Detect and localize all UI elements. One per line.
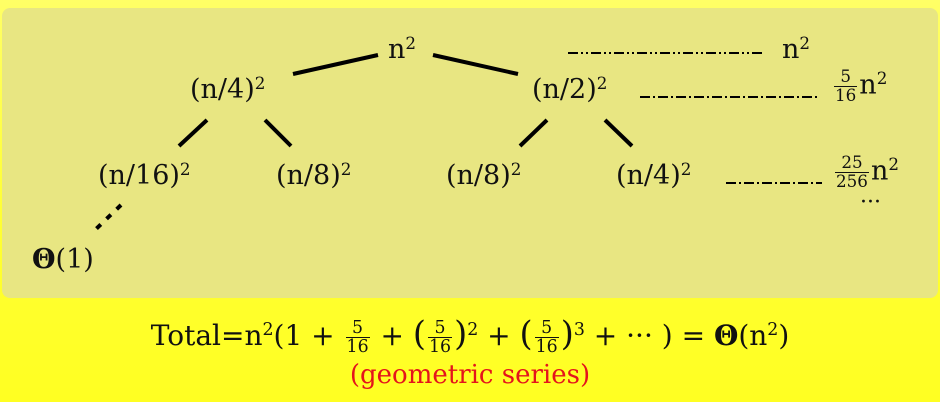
total-fraction-2: 5 16 (428, 317, 453, 357)
node-level2-c: (n/8)2 (446, 158, 522, 191)
total-fraction-1: 5 16 (345, 317, 370, 357)
level-sum-1-fraction: 5 16 (834, 66, 858, 105)
node-level2-a: (n/16)2 (98, 158, 191, 191)
level-sum-0: n2 (782, 32, 811, 65)
edge-l2a-leaf (93, 203, 123, 232)
level-sum-2-fraction: 25 256 (835, 152, 869, 191)
edge-l1right-l2d (603, 118, 634, 148)
total-formula: Total=n2(1 + 5 16 + (5 16)2 + (5 16)3 + ···… (150, 314, 790, 357)
node-level2-b: (n/8)2 (276, 158, 352, 191)
node-level2-d: (n/4)2 (616, 158, 692, 191)
edge-l1left-l2b (263, 118, 293, 148)
edge-root-left (292, 53, 379, 76)
continuation-dots: ··· (860, 190, 881, 215)
geometric-series-note: (geometric series) (349, 360, 591, 390)
level-sum-2: 25 256 n2 (835, 152, 899, 191)
node-level1-right: (n/2)2 (532, 72, 608, 105)
node-root: n2 (388, 32, 417, 65)
edge-root-right (432, 53, 519, 76)
node-level1-left: (n/4)2 (190, 72, 266, 105)
total-fraction-3: 5 16 (534, 317, 559, 357)
recursion-tree-panel (2, 8, 938, 298)
level-sum-1: 5 16 n2 (834, 66, 888, 105)
edge-l1right-l2c (518, 118, 549, 148)
node-leaf: Θ(1) (32, 244, 94, 275)
edge-l1left-l2a (177, 118, 209, 148)
